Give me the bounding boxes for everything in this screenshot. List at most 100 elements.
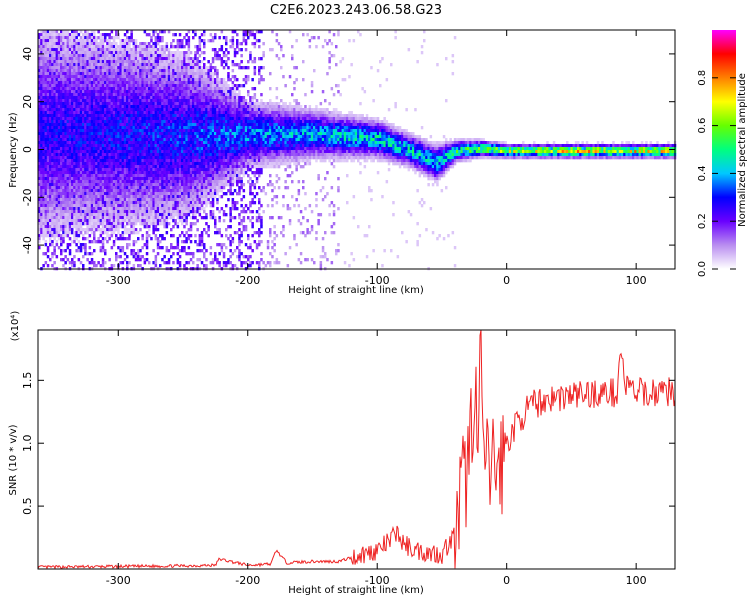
heatmap-cell: [75, 63, 78, 67]
heatmap-cell: [62, 102, 65, 106]
heatmap-cell: [159, 120, 162, 124]
heatmap-cell: [174, 165, 177, 169]
heatmap-cell: [148, 171, 151, 175]
heatmap-cell: [115, 201, 118, 205]
heatmap-cell: [139, 102, 142, 106]
heatmap-cell: [44, 138, 48, 142]
heatmap-cell: [46, 54, 50, 58]
heatmap-cell: [44, 219, 48, 223]
heatmap-cell: [145, 135, 149, 139]
heatmap-cell: [108, 219, 111, 223]
heatmap-cell: [165, 108, 169, 112]
heatmap-cell: [130, 126, 133, 130]
heatmap-cell: [126, 171, 129, 175]
heatmap-cell: [112, 222, 116, 226]
heatmap-cell: [55, 159, 59, 163]
heatmap-cell: [64, 165, 67, 169]
heatmap-cell: [150, 222, 153, 226]
heatmap-cell: [77, 63, 81, 67]
heatmap-cell: [145, 171, 149, 175]
heatmap-cell: [178, 171, 182, 175]
heatmap-cell: [57, 141, 61, 145]
heatmap-cell: [141, 66, 144, 70]
heatmap-cell: [174, 126, 177, 130]
heatmap-cell: [73, 75, 76, 79]
heatmap-cell: [66, 99, 70, 103]
heatmap-cell: [167, 174, 171, 178]
heatmap-cell: [141, 114, 144, 118]
heatmap-cell: [185, 39, 188, 43]
heatmap-cell: [68, 237, 72, 241]
heatmap-cell: [73, 108, 76, 112]
heatmap-cell: [106, 186, 109, 190]
heatmap-cell: [110, 228, 114, 232]
heatmap-cell: [42, 198, 45, 202]
heatmap-cell: [141, 138, 144, 142]
heatmap-cell: [99, 51, 103, 55]
heatmap-cell: [189, 252, 193, 256]
heatmap-cell: [185, 81, 188, 85]
heatmap-cell: [112, 105, 116, 109]
heatmap-cell: [71, 51, 74, 55]
heatmap-cell: [90, 204, 94, 208]
heatmap-cell: [38, 144, 41, 148]
heatmap-cell: [156, 183, 160, 187]
heatmap-cell: [49, 156, 52, 160]
heatmap-cell: [42, 42, 45, 46]
heatmap-cell: [126, 153, 129, 157]
heatmap-cell: [121, 174, 125, 178]
heatmap-cell: [134, 111, 138, 115]
heatmap-cell: [132, 114, 136, 118]
heatmap-cell: [93, 153, 96, 157]
heatmap-cell: [68, 189, 72, 193]
heatmap-cell: [178, 180, 182, 184]
heatmap-cell: [86, 81, 89, 85]
heatmap-cell: [152, 147, 155, 151]
heatmap-cell: [154, 222, 158, 226]
heatmap-cell: [79, 75, 83, 79]
heatmap-cell: [77, 117, 81, 121]
heatmap-cell: [66, 192, 70, 196]
heatmap-cell: [75, 153, 78, 157]
heatmap-cell: [119, 237, 122, 241]
heatmap-cell: [148, 123, 151, 127]
heatmap-cell: [115, 225, 118, 229]
heatmap-cell: [66, 135, 70, 139]
heatmap-cell: [159, 48, 162, 52]
heatmap-cell: [57, 180, 61, 184]
heatmap-cell: [141, 222, 144, 226]
heatmap-cell: [51, 219, 54, 223]
heatmap-cell: [104, 213, 107, 217]
heatmap-cell: [148, 198, 151, 202]
heatmap-cell: [97, 183, 100, 187]
heatmap-cell: [66, 30, 70, 34]
heatmap-cell: [79, 84, 83, 88]
heatmap-cell: [181, 216, 184, 220]
heatmap-cell: [185, 186, 188, 190]
heatmap-cell: [148, 99, 151, 103]
heatmap-cell: [55, 72, 59, 76]
heatmap-cell: [141, 216, 144, 220]
heatmap-cell: [163, 168, 166, 172]
heatmap-cell: [79, 129, 83, 133]
heatmap-cell: [60, 129, 63, 133]
heatmap-cell: [178, 57, 182, 61]
heatmap-cell: [55, 255, 59, 259]
heatmap-cell: [159, 114, 162, 118]
heatmap-cell: [42, 219, 45, 223]
heatmap-cell: [82, 147, 85, 151]
heatmap-cell: [187, 192, 191, 196]
heatmap-cell: [95, 168, 98, 172]
heatmap-cell: [128, 171, 131, 175]
heatmap-cell: [137, 114, 140, 118]
heatmap-cell: [46, 255, 50, 259]
heatmap-cell: [178, 51, 182, 55]
heatmap-cell: [108, 195, 111, 199]
heatmap-cell: [115, 195, 118, 199]
heatmap-cell: [42, 87, 45, 91]
heatmap-cell: [128, 75, 131, 79]
heatmap-cell: [49, 150, 52, 154]
heatmap-cell: [86, 210, 89, 214]
heatmap-cell: [170, 72, 173, 76]
heatmap-cell: [88, 153, 92, 157]
